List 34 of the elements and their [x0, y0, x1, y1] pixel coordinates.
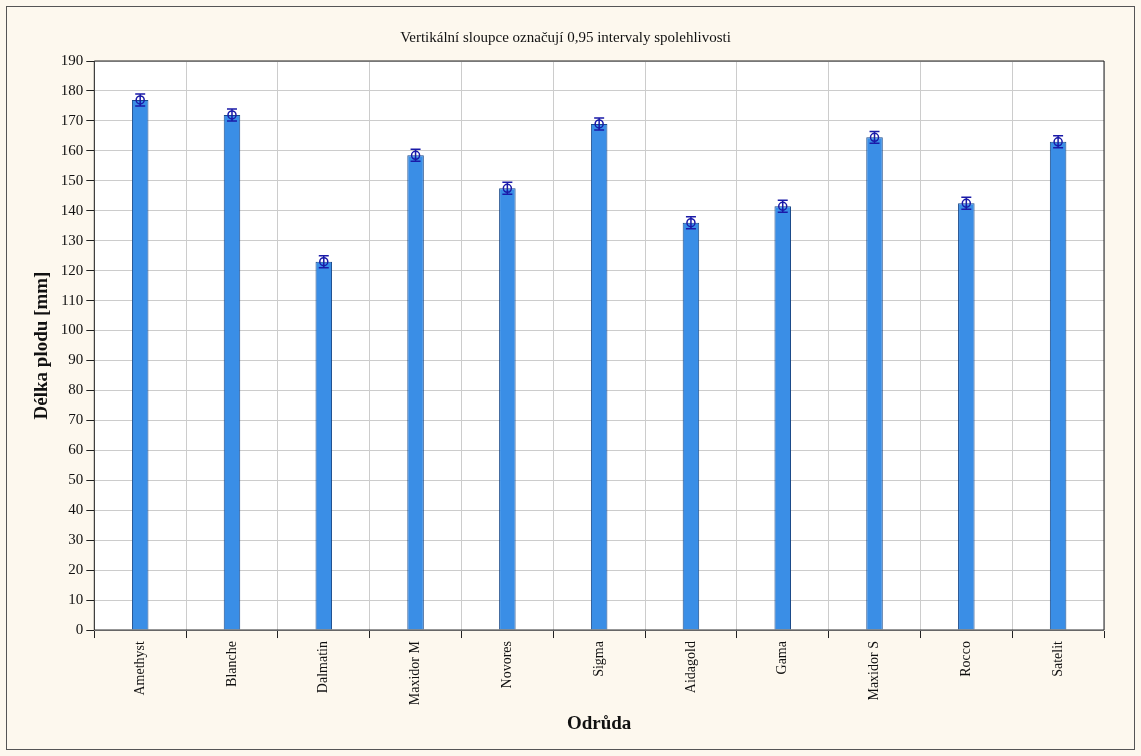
y-tick-label: 100 — [60, 321, 84, 338]
y-tick-label: 10 — [68, 591, 84, 608]
y-tick-label: 50 — [68, 471, 84, 488]
x-tick-label: Amethyst — [131, 640, 147, 696]
y-tick-label: 110 — [61, 291, 84, 308]
x-tick-label: Novores — [499, 641, 515, 689]
x-tick-label: Satelit — [1049, 640, 1065, 677]
y-tick-label: 40 — [68, 501, 84, 518]
y-tick-label: 80 — [68, 381, 84, 398]
x-tick-label: Maxidor S — [866, 641, 882, 701]
x-tick-label: Gama — [774, 640, 790, 675]
x-tick-label: Rocco — [957, 641, 973, 677]
y-tick-label: 180 — [60, 81, 84, 98]
y-tick-label: 90 — [68, 351, 84, 368]
x-axis-title: Odrůda — [566, 711, 632, 733]
x-tick-label: Sigma — [590, 640, 606, 677]
y-tick-label: 160 — [60, 141, 84, 158]
y-tick-label: 20 — [68, 561, 84, 578]
x-tick-label: Aidagold — [682, 641, 698, 694]
y-tick-label: 0 — [75, 620, 84, 637]
y-tick-label: 150 — [60, 171, 84, 188]
y-axis-title: Délka plodu [mm] — [30, 271, 52, 420]
y-tick-label: 130 — [60, 231, 84, 248]
x-tick-label: Maxidor M — [407, 640, 423, 706]
x-tick-label: Blanche — [223, 641, 239, 687]
y-tick-label: 70 — [68, 411, 84, 428]
x-tick-label: Dalmatin — [315, 641, 331, 694]
y-tick-label: 30 — [68, 531, 84, 548]
y-tick-label: 60 — [68, 441, 84, 458]
chart-title: Vertikální sloupce označují 0,95 intervaly spolehlivosti — [400, 28, 731, 45]
y-tick-label: 120 — [60, 261, 84, 278]
y-tick-label: 140 — [60, 201, 84, 218]
y-tick-label: 170 — [60, 111, 84, 128]
y-tick-label: 190 — [60, 51, 84, 68]
